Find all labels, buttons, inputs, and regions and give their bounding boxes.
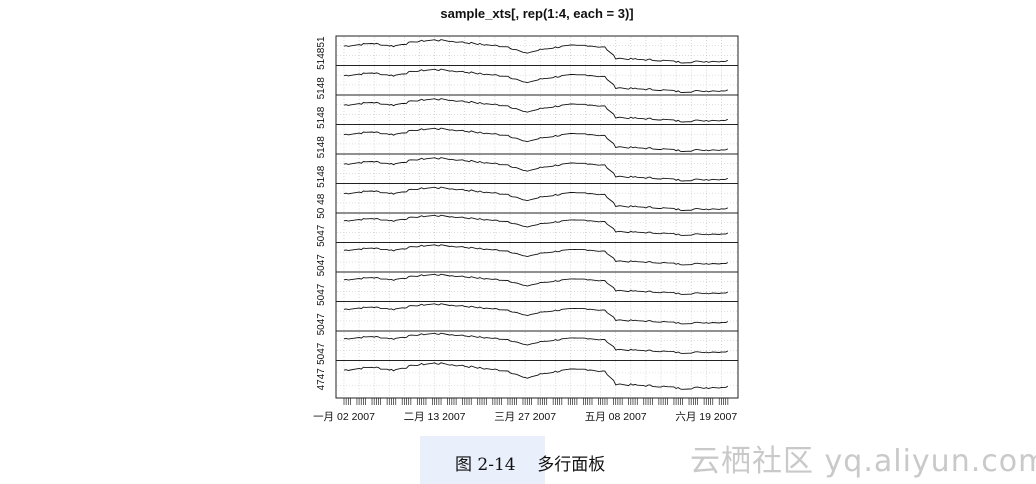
y-tick-label: 5148 [316,106,327,129]
y-tick-label: 5148 [316,47,327,70]
figure-caption: 图 2-14 多行面板 [455,455,606,475]
watermark: 云栖社区 yq.aliyun.com [690,444,1036,479]
series-line-8 [343,244,728,266]
y-tick-label: 50 48 [316,193,327,218]
y-tick-label: 5047 [316,283,327,306]
y-tick-label: 5047 [316,342,327,365]
series-line-4 [343,127,728,152]
y-tick-label: 5047 [316,313,327,336]
y-tick-label: 5047 [316,254,327,277]
series-line-12 [343,362,729,390]
y-tick-label: 4747 [316,368,327,391]
panel-frame-12 [335,360,739,399]
x-tick-label: 五月 08 2007 [585,411,647,423]
x-tick-label: 六月 19 2007 [675,411,737,423]
x-axis: 一月 02 2007 二月 13 2007 三月 27 2007 五月 08 2007… [313,398,737,423]
y-tick-label: 5047 [316,224,327,247]
y-tick-label: 5148 [316,165,327,188]
series-line-11 [343,332,728,354]
series-line-5 [343,157,728,182]
series-line-6 [343,186,728,211]
panel-frame-8 [335,242,739,273]
y-tick-label: 5148 [316,77,327,100]
panel-frame-9 [335,271,739,302]
x-tick-label: 二月 13 2007 [404,411,466,423]
series-line-2 [343,68,728,93]
series-line-9 [343,273,728,295]
panel-frame-7 [335,212,739,243]
series-line-7 [343,214,728,236]
chart-title: sample_xts[, rep(1:4, each = 3)] [440,6,633,21]
panel-frame-11 [335,330,739,361]
y-tick-label: 5148 [316,136,327,159]
series-line-10 [343,303,728,325]
series-line-1 [343,39,728,64]
x-tick-label: 三月 27 2007 [494,411,556,423]
y-tick-label-top: 51 [316,36,327,48]
series-line-3 [343,98,728,123]
panel-frame-10 [335,301,739,332]
caption-background [420,436,545,484]
x-tick-label: 一月 02 2007 [313,411,375,423]
